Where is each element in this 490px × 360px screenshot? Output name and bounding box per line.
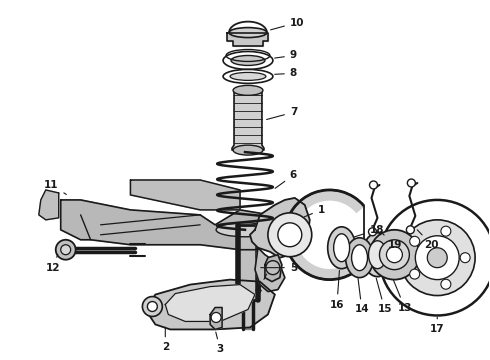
Ellipse shape bbox=[231, 55, 265, 66]
Text: 12: 12 bbox=[46, 254, 60, 273]
Ellipse shape bbox=[229, 28, 267, 37]
Circle shape bbox=[369, 181, 377, 189]
Polygon shape bbox=[61, 248, 135, 252]
Polygon shape bbox=[232, 90, 264, 150]
Text: 5: 5 bbox=[261, 263, 297, 273]
Text: 20: 20 bbox=[417, 230, 439, 250]
Ellipse shape bbox=[233, 85, 263, 95]
Text: 9: 9 bbox=[275, 50, 297, 60]
Circle shape bbox=[211, 312, 221, 323]
Circle shape bbox=[441, 279, 451, 289]
Polygon shape bbox=[165, 285, 255, 321]
Circle shape bbox=[278, 223, 302, 247]
Ellipse shape bbox=[363, 233, 392, 276]
Ellipse shape bbox=[345, 238, 373, 278]
Ellipse shape bbox=[334, 234, 349, 262]
Polygon shape bbox=[243, 300, 253, 329]
Polygon shape bbox=[250, 198, 310, 258]
Circle shape bbox=[410, 236, 419, 246]
Ellipse shape bbox=[230, 72, 266, 80]
Text: 3: 3 bbox=[216, 332, 224, 354]
Text: 6: 6 bbox=[275, 170, 297, 188]
Circle shape bbox=[379, 200, 490, 315]
Circle shape bbox=[441, 226, 451, 236]
Polygon shape bbox=[39, 190, 59, 220]
Text: 18: 18 bbox=[354, 225, 384, 237]
Text: 16: 16 bbox=[330, 270, 344, 310]
Text: 11: 11 bbox=[44, 180, 66, 194]
Circle shape bbox=[266, 261, 280, 275]
Circle shape bbox=[427, 248, 447, 268]
Ellipse shape bbox=[223, 69, 273, 84]
Ellipse shape bbox=[233, 145, 263, 155]
Text: 15: 15 bbox=[376, 278, 392, 315]
Circle shape bbox=[387, 247, 402, 263]
Circle shape bbox=[268, 213, 312, 257]
Text: 10: 10 bbox=[270, 18, 304, 30]
Polygon shape bbox=[285, 190, 364, 280]
Circle shape bbox=[406, 226, 415, 234]
Ellipse shape bbox=[352, 245, 368, 271]
Circle shape bbox=[399, 220, 475, 296]
Text: 2: 2 bbox=[162, 327, 169, 352]
Text: 17: 17 bbox=[430, 317, 444, 334]
Text: 19: 19 bbox=[381, 232, 402, 250]
Circle shape bbox=[147, 302, 157, 311]
Ellipse shape bbox=[223, 51, 273, 69]
Polygon shape bbox=[146, 280, 275, 329]
Polygon shape bbox=[130, 180, 240, 210]
Text: 4: 4 bbox=[255, 274, 267, 294]
Polygon shape bbox=[227, 32, 268, 45]
Text: 7: 7 bbox=[267, 107, 297, 120]
Polygon shape bbox=[61, 200, 270, 250]
Text: 8: 8 bbox=[275, 68, 297, 78]
Circle shape bbox=[407, 179, 416, 187]
Circle shape bbox=[143, 297, 162, 316]
Circle shape bbox=[416, 236, 459, 280]
Circle shape bbox=[379, 240, 409, 270]
Circle shape bbox=[61, 245, 71, 255]
Ellipse shape bbox=[368, 241, 387, 269]
Circle shape bbox=[56, 240, 75, 260]
Polygon shape bbox=[255, 248, 285, 292]
Circle shape bbox=[369, 230, 419, 280]
Polygon shape bbox=[265, 255, 282, 282]
Text: 13: 13 bbox=[393, 280, 412, 312]
Circle shape bbox=[410, 269, 419, 279]
Circle shape bbox=[368, 228, 376, 236]
Circle shape bbox=[460, 253, 470, 263]
Text: 14: 14 bbox=[355, 278, 369, 315]
Text: 1: 1 bbox=[304, 205, 325, 217]
Ellipse shape bbox=[216, 223, 274, 237]
Polygon shape bbox=[210, 307, 222, 329]
Ellipse shape bbox=[328, 227, 356, 269]
Polygon shape bbox=[238, 225, 258, 300]
